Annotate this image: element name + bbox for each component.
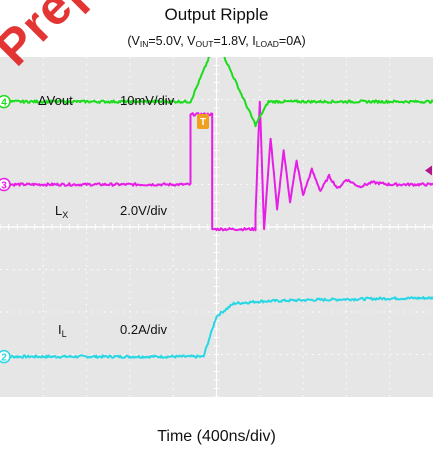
subtitle-sub: OUT — [195, 39, 214, 49]
channel-label-lx: LX — [55, 203, 68, 220]
chart-title: Output Ripple — [164, 5, 269, 24]
channel-marker-label: 2 — [1, 353, 7, 364]
chart-subtitle: (VIN=5.0V, VOUT=1.8V, ILOAD=0A) — [0, 34, 433, 49]
channel-label-il: IL — [58, 322, 67, 339]
svg-text:T: T — [200, 117, 206, 128]
channel-name: L — [55, 203, 63, 218]
channel-name: ΔVout — [38, 93, 73, 108]
trace-channel-2 — [0, 296, 433, 359]
channel-marker-label: 3 — [1, 181, 7, 192]
subtitle-part: =1.8V, I — [213, 34, 256, 48]
subtitle-part: =0A) — [278, 34, 306, 48]
channel-scale-lx: 2.0V/div — [120, 203, 167, 218]
subtitle-part: =5.0V, V — [148, 34, 196, 48]
channel-scale-il: 0.2A/div — [120, 322, 167, 337]
subtitle-part: (V — [127, 34, 140, 48]
trigger-marker-icon: T — [196, 114, 210, 134]
scope-plot: 2 3 4 — [0, 57, 433, 397]
trace-channel-3 — [0, 100, 433, 232]
trace-channel-4 — [0, 57, 433, 128]
subtitle-sub: IN — [139, 39, 149, 49]
channel-marker-label: 4 — [1, 98, 7, 109]
channel-name-sub: X — [62, 210, 69, 220]
subtitle-sub: LOAD — [255, 39, 279, 49]
x-axis-label: Time (400ns/div) — [157, 428, 276, 445]
channel-marker-3 — [0, 177, 11, 192]
channel-label-vout: ΔVout — [38, 93, 73, 108]
channel-name-sub: L — [61, 329, 67, 339]
channel-scale-vout: 10mV/div — [120, 93, 175, 108]
channel-marker-2 — [0, 349, 11, 364]
level-marker-icon — [425, 165, 432, 176]
channel-name: I — [58, 322, 62, 337]
channel-marker-4 — [0, 94, 11, 109]
